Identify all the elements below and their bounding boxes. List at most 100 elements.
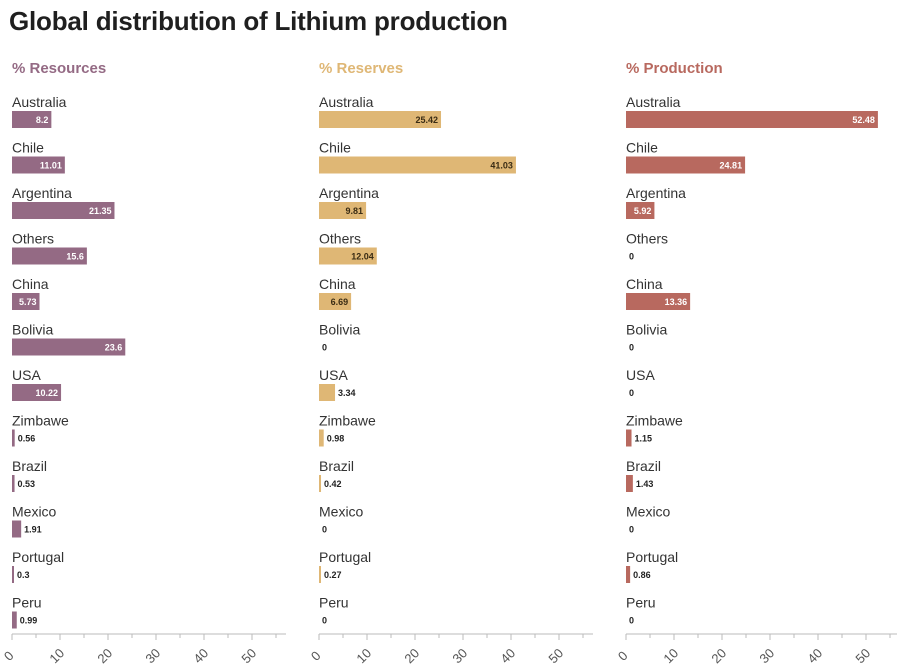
x-tick-label: 40	[804, 645, 825, 666]
category-label: Chile	[626, 140, 658, 156]
bar	[319, 475, 322, 492]
bar	[12, 611, 17, 629]
bar	[626, 156, 746, 174]
x-tick-label: 30	[142, 645, 163, 666]
category-label: Peru	[626, 595, 656, 611]
x-tick-label: 40	[190, 645, 211, 666]
value-label: 5.92	[634, 206, 652, 216]
chart-title: Global distribution of Lithium productio…	[9, 6, 508, 36]
category-label: USA	[12, 367, 41, 383]
bar	[626, 429, 632, 447]
x-tick-label: 20	[708, 645, 729, 666]
value-label: 21.35	[89, 206, 112, 216]
category-label: Bolivia	[626, 322, 667, 338]
bar	[319, 247, 377, 265]
value-label: 25.42	[415, 115, 438, 125]
value-label: 0	[322, 616, 327, 626]
category-label: Chile	[12, 140, 44, 156]
x-tick-label: 20	[94, 645, 115, 666]
x-tick-label: 10	[353, 645, 374, 666]
bar	[319, 156, 516, 174]
category-label: USA	[626, 367, 655, 383]
category-label: Peru	[12, 595, 42, 611]
value-label: 0	[322, 343, 327, 353]
bar	[12, 338, 126, 356]
bar	[626, 566, 631, 583]
value-label: 0.42	[324, 479, 342, 489]
bar	[319, 293, 352, 310]
category-label: Argentina	[626, 185, 686, 201]
category-label: Others	[626, 231, 668, 247]
x-tick-label: 0	[308, 648, 324, 664]
category-label: Zimbawe	[319, 413, 376, 429]
value-label: 10.22	[36, 388, 59, 398]
value-label: 1.91	[24, 525, 42, 535]
category-label: Portugal	[12, 549, 64, 565]
bar	[626, 475, 633, 492]
value-label: 0.3	[17, 570, 30, 580]
bar	[319, 429, 324, 447]
bar	[12, 520, 22, 538]
value-label: 1.15	[635, 434, 653, 444]
bar	[12, 247, 87, 265]
value-label: 52.48	[852, 115, 875, 125]
category-label: Zimbawe	[626, 413, 683, 429]
value-label: 1.43	[636, 479, 654, 489]
category-label: Mexico	[319, 504, 364, 520]
bar	[626, 202, 655, 219]
bar	[12, 111, 52, 128]
category-label: China	[12, 276, 49, 292]
category-label: Argentina	[319, 185, 379, 201]
category-label: Portugal	[626, 549, 678, 565]
bar	[319, 566, 321, 583]
x-tick-label: 50	[852, 645, 873, 666]
x-tick-label: 50	[545, 645, 566, 666]
bar	[12, 202, 115, 219]
value-label: 23.6	[105, 343, 123, 353]
value-label: 0.56	[18, 434, 36, 444]
category-label: Bolivia	[319, 322, 360, 338]
value-label: 0.27	[324, 570, 342, 580]
category-label: Chile	[319, 140, 351, 156]
x-tick-label: 10	[660, 645, 681, 666]
category-label: Australia	[12, 94, 67, 110]
x-tick-label: 10	[46, 645, 67, 666]
category-label: Argentina	[12, 185, 72, 201]
bar	[12, 429, 15, 447]
x-tick-label: 0	[615, 648, 631, 664]
category-label: Brazil	[12, 458, 47, 474]
value-label: 3.34	[338, 388, 356, 398]
x-tick-label: 30	[449, 645, 470, 666]
panel-title-production: % Production	[626, 60, 723, 77]
category-label: Zimbawe	[12, 413, 69, 429]
category-label: Mexico	[626, 504, 671, 520]
category-label: Others	[319, 231, 361, 247]
bar	[319, 111, 442, 128]
x-tick-label: 40	[497, 645, 518, 666]
panel-title-reserves: % Reserves	[319, 60, 404, 77]
bar	[626, 293, 691, 310]
value-label: 0	[629, 252, 634, 262]
value-label: 11.01	[40, 161, 62, 171]
x-tick-label: 30	[756, 645, 777, 666]
value-label: 15.6	[66, 252, 84, 262]
category-label: Portugal	[319, 549, 371, 565]
category-label: Peru	[319, 595, 349, 611]
value-label: 0.86	[633, 570, 651, 580]
category-label: Bolivia	[12, 322, 53, 338]
value-label: 5.73	[19, 297, 37, 307]
bar	[626, 111, 878, 128]
panel-title-resources: % Resources	[12, 60, 107, 77]
bar	[12, 293, 40, 310]
category-label: Others	[12, 231, 54, 247]
category-label: Australia	[626, 94, 681, 110]
value-label: 0	[629, 525, 634, 535]
category-label: Brazil	[626, 458, 661, 474]
category-label: Mexico	[12, 504, 57, 520]
bar	[319, 202, 367, 219]
value-label: 6.69	[331, 297, 349, 307]
value-label: 0.98	[327, 434, 345, 444]
value-label: 0.53	[18, 479, 36, 489]
value-label: 0	[322, 525, 327, 535]
x-tick-label: 0	[1, 648, 17, 664]
